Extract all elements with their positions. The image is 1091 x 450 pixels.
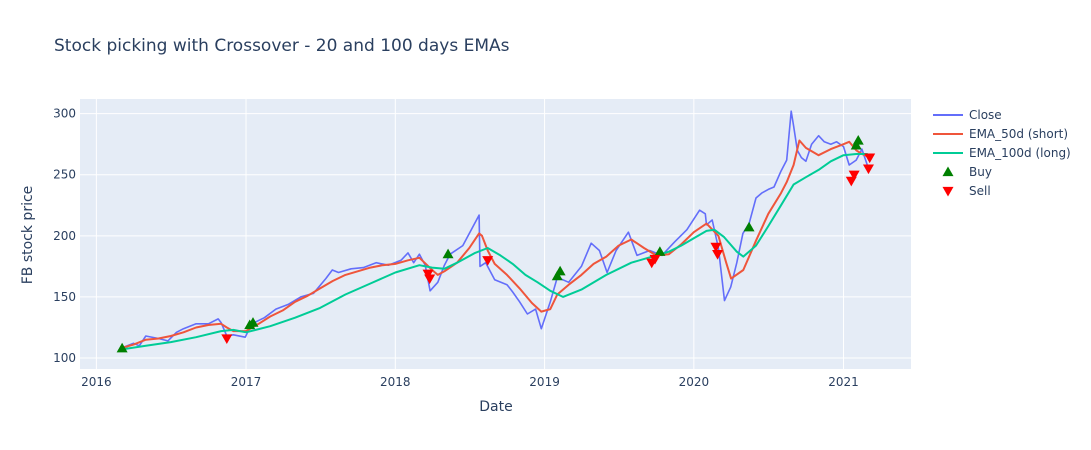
y-tick-label: 200 bbox=[53, 229, 76, 243]
close-series-line bbox=[120, 110, 869, 349]
buy-marker bbox=[554, 265, 566, 276]
legend-item[interactable]: Close bbox=[933, 108, 1002, 122]
buy-marker bbox=[852, 135, 864, 145]
legend-item[interactable]: EMA_100d (long) bbox=[933, 146, 1071, 160]
ema-long-series-line bbox=[120, 153, 868, 351]
legend-sell-swatch bbox=[942, 186, 954, 197]
y-tick-label: 100 bbox=[53, 351, 76, 365]
chart-title: Stock picking with Crossover - 20 and 10… bbox=[54, 36, 510, 56]
x-tick-label: 2019 bbox=[529, 375, 560, 389]
x-tick-label: 2016 bbox=[81, 375, 112, 389]
y-tick-label: 300 bbox=[53, 107, 76, 121]
buy-marker bbox=[743, 221, 755, 232]
plot-area bbox=[80, 99, 911, 369]
buy-marker bbox=[654, 246, 666, 256]
buy-marker bbox=[247, 317, 259, 327]
sell-marker bbox=[221, 334, 233, 344]
x-tick-label: 2017 bbox=[231, 375, 262, 389]
legend-label: EMA_100d (long) bbox=[969, 146, 1071, 160]
buy-marker bbox=[442, 248, 454, 259]
legend-item[interactable]: Buy bbox=[942, 165, 992, 179]
axis-ticks: 100 150 200 250 300 2016 2017 2018 2019 2020 2021 bbox=[53, 107, 859, 389]
buy-marker bbox=[551, 270, 563, 281]
x-tick-label: 2020 bbox=[679, 375, 710, 389]
legend[interactable]: Close EMA_50d (short) EMA_100d (long) Buy Se… bbox=[933, 108, 1071, 198]
x-tick-label: 2018 bbox=[380, 375, 411, 389]
buy-marker bbox=[850, 139, 862, 150]
sell-marker bbox=[848, 170, 860, 181]
sell-marker bbox=[862, 164, 874, 175]
legend-item[interactable]: Sell bbox=[942, 184, 991, 198]
x-axis-title: Date bbox=[479, 399, 512, 415]
buy-marker bbox=[116, 342, 128, 353]
sell-marker bbox=[712, 250, 724, 260]
sell-marker bbox=[864, 153, 876, 164]
sell-marker bbox=[424, 274, 436, 285]
y-tick-label: 150 bbox=[53, 290, 76, 304]
legend-item[interactable]: EMA_50d (short) bbox=[933, 127, 1068, 141]
legend-label: Close bbox=[969, 108, 1002, 122]
sell-marker bbox=[422, 269, 434, 280]
legend-label: Buy bbox=[969, 165, 992, 179]
x-tick-label: 2021 bbox=[828, 375, 859, 389]
y-axis-title: FB stock price bbox=[20, 186, 36, 285]
legend-buy-swatch bbox=[942, 166, 954, 177]
y-tick-label: 250 bbox=[53, 168, 76, 182]
sell-marker bbox=[710, 242, 722, 253]
legend-label: Sell bbox=[969, 184, 991, 198]
sell-marker bbox=[649, 254, 661, 265]
series bbox=[116, 110, 876, 353]
sell-marker bbox=[482, 256, 494, 266]
legend-label: EMA_50d (short) bbox=[969, 127, 1068, 141]
grid bbox=[80, 99, 911, 369]
